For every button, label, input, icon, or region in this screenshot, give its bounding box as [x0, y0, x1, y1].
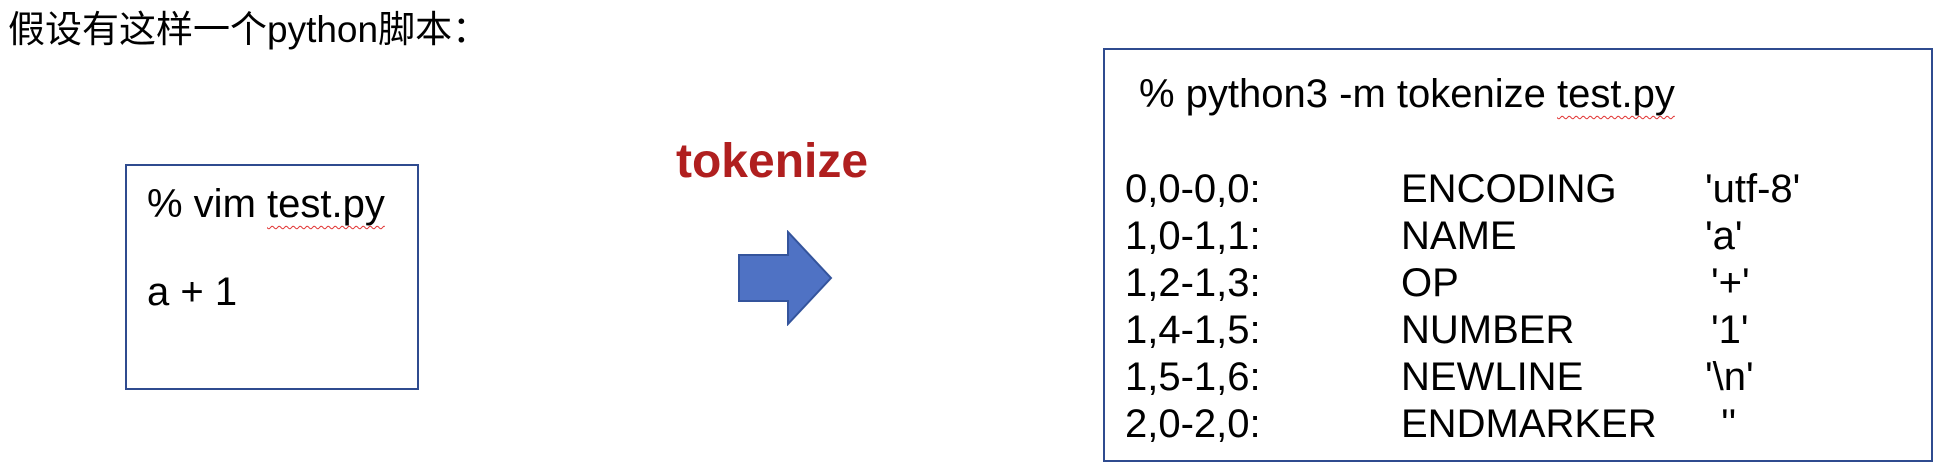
- vim-command: % vim test.py: [147, 180, 385, 228]
- token-position: 1,4-1,5:: [1125, 308, 1261, 352]
- tokenize-command-prefix: % python3 -m tokenize: [1139, 72, 1557, 116]
- token-row: 1,0-1,1: NAME 'a': [1125, 213, 1925, 260]
- token-row: 1,4-1,5: NUMBER '1': [1125, 307, 1925, 354]
- token-type: NAME: [1401, 214, 1517, 258]
- tokenize-command-file: test.py: [1557, 72, 1675, 116]
- token-position: 2,0-2,0:: [1125, 402, 1261, 446]
- token-position: 1,2-1,3:: [1125, 261, 1261, 305]
- token-type: ENDMARKER: [1401, 402, 1657, 446]
- token-row: 2,0-2,0: ENDMARKER '': [1125, 401, 1925, 448]
- vim-command-file: test.py: [267, 182, 385, 226]
- token-string: '1': [1711, 308, 1749, 352]
- page-heading: 假设有这样一个python脚本：: [8, 9, 490, 50]
- source-code-line: a + 1: [147, 270, 238, 314]
- tokenize-command: % python3 -m tokenize test.py: [1139, 70, 1675, 118]
- tokenize-output-box: % python3 -m tokenize test.py 0,0-0,0: E…: [1103, 48, 1933, 462]
- token-type: NUMBER: [1401, 308, 1575, 352]
- tokenize-label: tokenize: [676, 135, 869, 188]
- token-position: 1,0-1,1:: [1125, 214, 1261, 258]
- token-string: 'a': [1705, 214, 1743, 258]
- token-position: 1,5-1,6:: [1125, 355, 1261, 399]
- token-type: ENCODING: [1401, 167, 1617, 211]
- token-string: 'utf-8': [1705, 167, 1801, 211]
- token-row: 0,0-0,0: ENCODING 'utf-8': [1125, 166, 1925, 213]
- source-file-box: % vim test.py a + 1: [125, 164, 419, 390]
- token-string: '\n': [1705, 355, 1754, 399]
- token-type: NEWLINE: [1401, 355, 1584, 399]
- token-position: 0,0-0,0:: [1125, 167, 1261, 211]
- token-type: OP: [1401, 261, 1459, 305]
- token-string: '': [1721, 402, 1737, 446]
- right-arrow-icon: [738, 230, 833, 326]
- token-row: 1,5-1,6: NEWLINE '\n': [1125, 354, 1925, 401]
- vim-command-prefix: % vim: [147, 182, 267, 226]
- token-row: 1,2-1,3: OP '+': [1125, 260, 1925, 307]
- token-string: '+': [1711, 261, 1750, 305]
